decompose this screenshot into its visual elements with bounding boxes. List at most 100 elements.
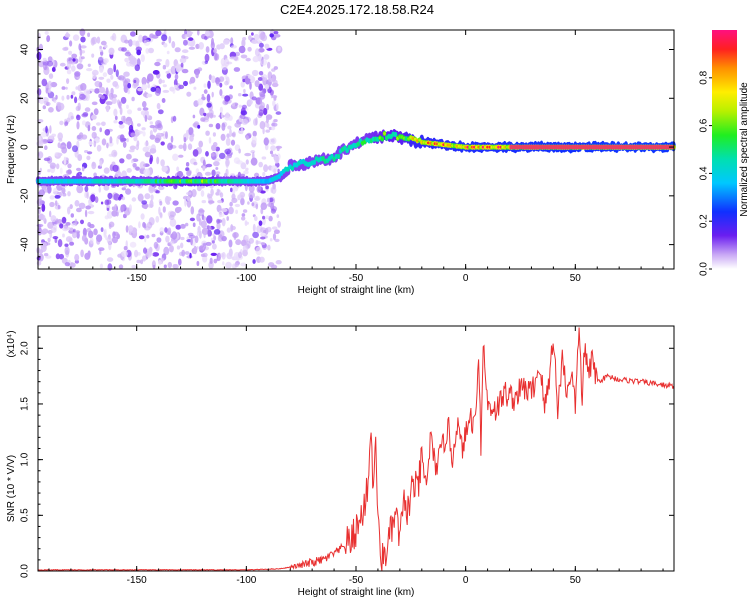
noise-blob (172, 87, 176, 94)
noise-blob (219, 192, 224, 198)
noise-blob (59, 223, 64, 229)
noise-blob (84, 150, 89, 153)
noise-blob (234, 122, 241, 128)
noise-blob (45, 125, 48, 134)
noise-blob (136, 49, 142, 56)
noise-blob (207, 80, 211, 90)
noise-blob (118, 120, 124, 125)
noise-blob (80, 36, 86, 43)
noise-blob (132, 83, 138, 89)
noise-blob (248, 191, 255, 199)
noise-blob (149, 124, 156, 129)
noise-blob (183, 80, 188, 87)
noise-blob (231, 102, 236, 107)
noise-blob (172, 264, 179, 269)
noise-blob (50, 81, 58, 88)
noise-blob (210, 188, 214, 196)
noise-blob (85, 205, 92, 210)
ridge-mid (345, 147, 350, 154)
noise-blob (190, 237, 193, 246)
noise-blob (196, 185, 202, 192)
noise-blob (72, 58, 76, 62)
noise-blob (211, 91, 214, 98)
noise-blob (148, 47, 154, 54)
noise-blob (247, 46, 252, 52)
colorbar-tick-label: 0.0 (699, 262, 710, 276)
noise-blob (242, 37, 247, 41)
noise-blob (241, 213, 246, 217)
noise-blob (205, 163, 213, 168)
noise-blob (75, 86, 79, 90)
noise-blob (240, 127, 244, 135)
noise-blob (106, 101, 113, 106)
noise-blob (187, 31, 194, 35)
noise-blob (101, 138, 107, 146)
noise-blob (162, 206, 166, 213)
noise-blob (221, 95, 226, 99)
noise-blob (76, 63, 84, 70)
noise-blob (269, 33, 275, 38)
noise-blob (69, 204, 73, 210)
noise-blob (87, 32, 91, 38)
noise-blob (89, 237, 94, 245)
noise-blob (44, 145, 48, 150)
noise-blob (221, 208, 228, 213)
noise-blob (155, 30, 162, 37)
noise-blob (186, 170, 192, 177)
noise-blob (147, 83, 150, 89)
noise-blob (98, 247, 105, 252)
noise-blob (86, 68, 93, 72)
noise-blob (162, 89, 170, 93)
noise-blob (219, 106, 223, 113)
noise-blob (87, 124, 91, 132)
noise-blob (204, 30, 210, 37)
noise-blob (103, 167, 110, 174)
noise-blob (174, 47, 181, 53)
snr-y-tick-label: 0.0 (20, 564, 31, 578)
noise-blob (256, 185, 262, 193)
noise-blob (165, 59, 170, 68)
noise-blob (48, 107, 54, 113)
noise-blob (265, 129, 271, 133)
noise-blob (49, 231, 53, 239)
noise-blob (75, 105, 81, 112)
noise-blob (273, 229, 280, 234)
noise-blob (47, 221, 54, 229)
noise-blob (72, 145, 78, 153)
noise-blob (104, 44, 108, 49)
noise-blob (87, 210, 95, 215)
noise-blob (166, 72, 171, 79)
noise-blob (64, 246, 70, 255)
noise-blob (55, 218, 59, 225)
noise-blob (74, 253, 80, 262)
noise-blob (90, 194, 96, 203)
ridge-mid (312, 159, 317, 165)
noise-blob (243, 170, 249, 175)
noise-blob (56, 163, 60, 170)
noise-blob (178, 84, 185, 90)
colorbar-ticks: 0.0 0.2 0.4 0.6 0.8 (699, 70, 712, 276)
noise-blob (87, 151, 93, 155)
noise-blob (243, 88, 246, 94)
noise-blob (223, 39, 230, 45)
noise-blob (136, 140, 140, 147)
ridge-core (337, 155, 340, 158)
noise-blob (154, 87, 161, 97)
noise-blob (268, 215, 273, 222)
spectrogram-x-tick-label: -150 (127, 273, 147, 284)
noise-blob (144, 110, 149, 115)
noise-blob (263, 137, 269, 146)
noise-blob (225, 137, 231, 146)
noise-blob (61, 86, 66, 90)
noise-blob (106, 207, 110, 211)
noise-blob (191, 189, 197, 198)
noise-blob (215, 150, 219, 158)
noise-blob (141, 76, 147, 86)
noise-blob (238, 104, 242, 108)
noise-blob (180, 236, 185, 241)
noise-blob (276, 214, 280, 219)
noise-blob (50, 227, 57, 233)
noise-blob (120, 204, 124, 213)
noise-blob (125, 153, 132, 160)
noise-blob (59, 167, 63, 175)
